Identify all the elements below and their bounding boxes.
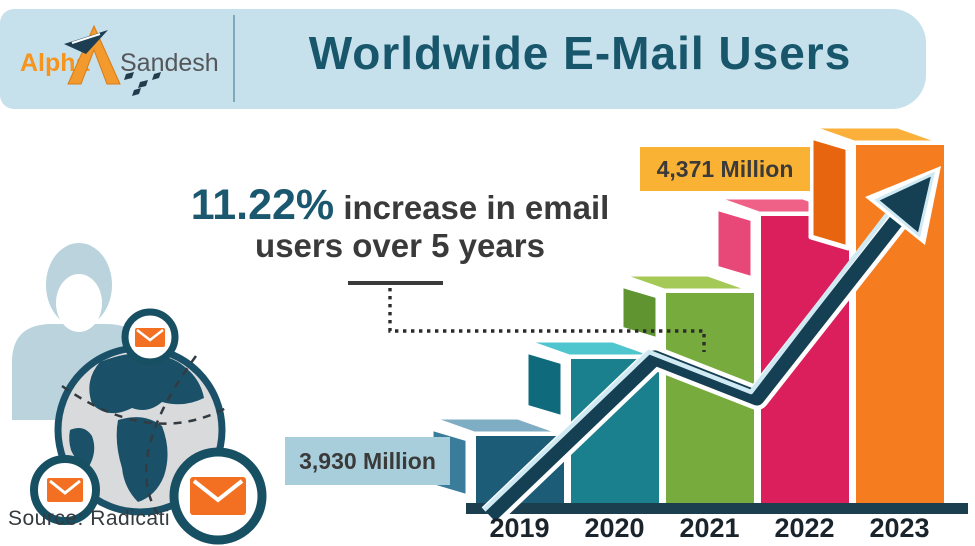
value-banner-2023: 4,371 Million [640,147,810,191]
source-label: Source: Radicati [8,507,171,530]
logo-text-sandesh: Sandesh [120,49,219,77]
header-band [0,9,926,109]
alpha-sandesh-logo-icon [64,24,161,96]
bar-inner-face [713,205,756,282]
stat-percentage: 11.22% [190,181,335,229]
growth-arrow-icon [481,166,941,525]
bar-inner-face [808,134,851,251]
stat-underline [348,281,443,285]
header-divider [233,15,235,102]
year-label-2023: 2023 [869,513,930,543]
envelope-badge-top [121,308,179,366]
value-banner-2019: 3,930 Million [285,437,450,485]
year-label-2022: 2022 [774,513,835,543]
letter-a-icon [67,24,121,85]
stat-text: increase in email [343,189,610,226]
bar-inner-face [618,282,661,343]
flying-specks-icon [124,72,161,96]
year-label-2020: 2020 [584,513,645,543]
dotted-connector [388,288,706,352]
paper-plane-highlight [71,33,101,44]
year-label-2019: 2019 [489,513,550,543]
stat-annotation-line1: 11.22% increase in email [130,181,670,230]
x-axis-baseline [466,503,968,514]
page-title: Worldwide E-Mail Users [308,27,852,79]
year-label-2021: 2021 [679,513,740,543]
dashed-orbit-lines [61,355,227,521]
envelope-badge-left [30,455,100,525]
stat-annotation-line2: users over 5 years [255,227,545,264]
bar-inner-face [523,348,566,421]
x-axis-year-labels: 2019 2020 2021 2022 2023 [472,513,947,544]
envelope-badge-right [169,447,267,545]
